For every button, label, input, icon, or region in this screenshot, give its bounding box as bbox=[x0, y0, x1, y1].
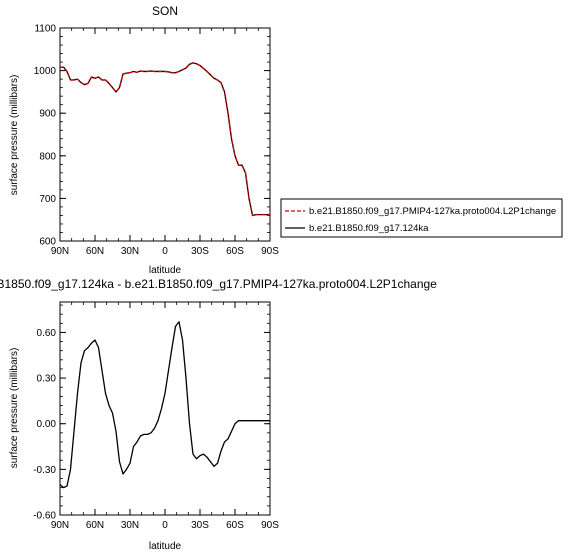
bottom-x-tick-label: 90S bbox=[261, 520, 279, 531]
bottom-x-axis-label: latitude bbox=[149, 541, 182, 552]
bottom-plot-frame bbox=[59, 301, 271, 516]
top-y-tick-label: 600 bbox=[39, 237, 56, 248]
bottom-y-axis-label: surface pressure (millibars) bbox=[9, 348, 20, 469]
top-y-tick-label: 900 bbox=[39, 109, 56, 120]
top-chart-title: SON bbox=[152, 4, 178, 18]
bottom-chart: b.e21.B1850.f09_g17.124ka - b.e21.B1850.… bbox=[0, 277, 437, 552]
top-x-axis-label: latitude bbox=[149, 265, 182, 276]
top-series-line-1 bbox=[60, 62, 270, 217]
top-y-tick-label: 700 bbox=[39, 194, 56, 205]
bottom-y-tick-label: 0.00 bbox=[37, 419, 57, 430]
bottom-x-tick-label: 0 bbox=[162, 520, 168, 531]
top-x-tick-label: 60S bbox=[226, 246, 244, 257]
bottom-x-tick-label: 60S bbox=[226, 520, 244, 531]
bottom-series bbox=[59, 321, 270, 489]
bottom-y-tick-label: 0.60 bbox=[37, 328, 57, 339]
top-x-tick-label: 90S bbox=[261, 246, 279, 257]
top-y-axis-label: surface pressure (millibars) bbox=[9, 75, 20, 196]
bottom-series-line-1 bbox=[59, 321, 270, 489]
top-x-tick-label: 60N bbox=[86, 246, 104, 257]
bottom-x-tick-label: 30S bbox=[191, 520, 209, 531]
top-series bbox=[60, 62, 270, 217]
bottom-chart-title: b.e21.B1850.f09_g17.124ka - b.e21.B1850.… bbox=[0, 277, 437, 291]
bottom-y-tick-label: 0.30 bbox=[37, 374, 57, 385]
top-plot-frame bbox=[59, 27, 271, 242]
top-x-ticks: 90N 60N 30N 0 30S 60S 90S bbox=[51, 28, 279, 257]
top-y-tick-label: 1000 bbox=[34, 66, 57, 77]
top-y-tick-label: 1100 bbox=[34, 24, 56, 35]
bottom-y-ticks: -0.60 -0.30 0.00 0.30 0.60 bbox=[33, 304, 270, 522]
bottom-x-ticks: 90N 60N 30N 0 30S 60S 90S bbox=[51, 302, 279, 531]
legend: b.e21.B1850.f09_g17.PMIP4-127ka.proto004… bbox=[280, 198, 563, 238]
top-y-ticks: 600 700 800 900 1000 1100 bbox=[34, 24, 270, 248]
top-y-tick-label: 800 bbox=[39, 151, 56, 162]
legend-entry-1: b.e21.B1850.f09_g17.PMIP4-127ka.proto004… bbox=[309, 206, 556, 217]
bottom-x-tick-label: 30N bbox=[121, 520, 139, 531]
bottom-y-tick-label: -0.60 bbox=[33, 511, 56, 522]
top-x-tick-label: 30S bbox=[191, 246, 209, 257]
legend-box bbox=[280, 198, 563, 238]
top-series-line-2 bbox=[60, 62, 270, 217]
bottom-y-tick-label: -0.30 bbox=[33, 465, 56, 476]
bottom-x-tick-label: 90N bbox=[51, 520, 69, 531]
bottom-x-tick-label: 60N bbox=[86, 520, 104, 531]
top-x-tick-label: 90N bbox=[51, 246, 69, 257]
top-x-tick-label: 0 bbox=[162, 246, 168, 257]
legend-entry-2: b.e21.B1850.f09_g17.124ka bbox=[309, 223, 429, 234]
top-x-tick-label: 30N bbox=[121, 246, 139, 257]
